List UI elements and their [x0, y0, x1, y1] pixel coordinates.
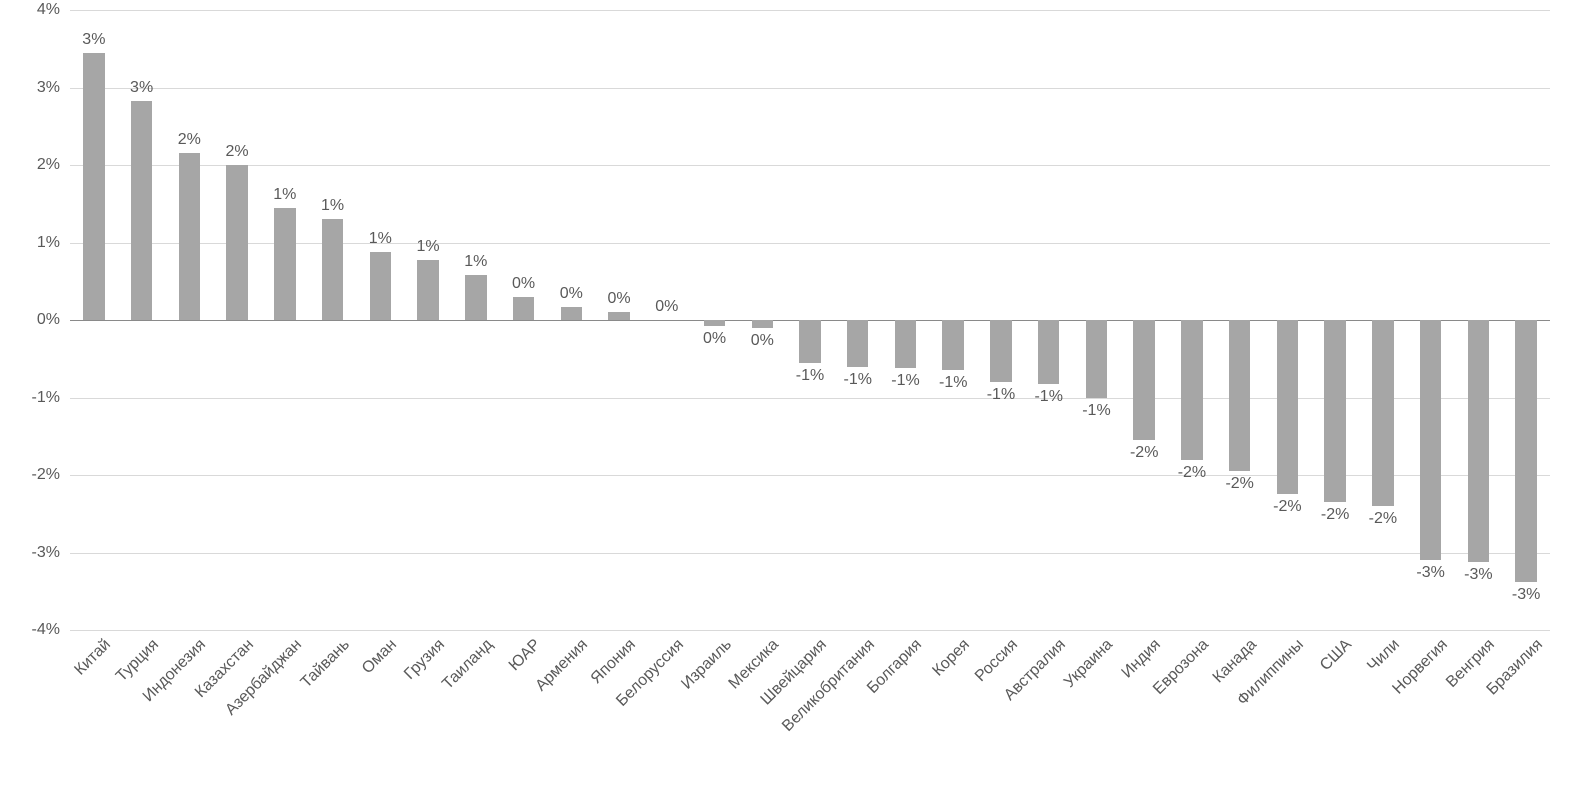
bar-value-label: 0%: [560, 285, 583, 303]
bar-value-label: 3%: [130, 79, 153, 97]
y-tick-label: -4%: [32, 621, 70, 639]
bar: [608, 312, 629, 320]
y-tick-label: -1%: [32, 389, 70, 407]
bar-value-label: -3%: [1416, 564, 1444, 582]
bar-value-label: 2%: [178, 131, 201, 149]
y-tick-label: -2%: [32, 466, 70, 484]
y-tick-label: -3%: [32, 544, 70, 562]
bar: [1468, 320, 1489, 562]
bar-value-label: -3%: [1512, 586, 1540, 604]
bar-value-label: -2%: [1225, 475, 1253, 493]
bar: [1038, 320, 1059, 384]
y-tick-label: 0%: [37, 311, 70, 329]
bar: [1229, 320, 1250, 471]
bar: [704, 320, 725, 326]
bar-value-label: -2%: [1178, 464, 1206, 482]
bar: [1324, 320, 1345, 502]
bar: [1086, 320, 1107, 398]
bar-value-label: -2%: [1321, 506, 1349, 524]
bar-value-label: -2%: [1130, 444, 1158, 462]
bar: [465, 275, 486, 320]
bar-value-label: 0%: [703, 330, 726, 348]
bar-value-label: -1%: [844, 371, 872, 389]
bar-value-label: -1%: [939, 374, 967, 392]
bar-value-label: 0%: [607, 290, 630, 308]
bar-value-label: -1%: [796, 367, 824, 385]
bar-value-label: 1%: [273, 186, 296, 204]
y-tick-label: 2%: [37, 156, 70, 174]
bar-value-label: 0%: [751, 332, 774, 350]
bar-value-label: -2%: [1273, 498, 1301, 516]
bar: [83, 53, 104, 320]
bar: [274, 208, 295, 320]
y-tick-label: 1%: [37, 234, 70, 252]
y-tick-label: 3%: [37, 79, 70, 97]
bar: [990, 320, 1011, 382]
bar: [752, 320, 773, 328]
bar: [322, 219, 343, 320]
bar-value-label: 1%: [321, 197, 344, 215]
bar-value-label: 0%: [512, 275, 535, 293]
bar: [1372, 320, 1393, 506]
bar-value-label: 1%: [464, 253, 487, 271]
bar-value-label: -1%: [891, 372, 919, 390]
bar-value-label: -1%: [987, 386, 1015, 404]
bar: [942, 320, 963, 370]
y-tick-label: 4%: [37, 1, 70, 19]
bar-value-label: 1%: [417, 238, 440, 256]
bar: [895, 320, 916, 368]
bar: [1133, 320, 1154, 440]
bar-value-label: -1%: [1034, 388, 1062, 406]
grid-line: [70, 630, 1550, 631]
bar-value-label: 0%: [655, 298, 678, 316]
bar: [513, 297, 534, 320]
bar-chart: -4% -3% -2% -1% 0% 1% 2% 3% 4% 3% 3% 2% 2% 1% 1% 1% 1% 1…: [0, 0, 1573, 802]
bar: [131, 101, 152, 320]
bar: [1515, 320, 1536, 582]
bar-value-label: -2%: [1369, 510, 1397, 528]
bar: [226, 165, 247, 320]
bar: [561, 307, 582, 320]
bar: [417, 260, 438, 320]
bars-layer: 3%3%2%2%1%1%1%1%1%0%0%0%0%0%0%-1%-1%-1%-…: [70, 10, 1550, 630]
bar: [1181, 320, 1202, 460]
x-axis-labels: КитайТурцияИндонезияКазахстанАзербайджан…: [70, 632, 1550, 792]
bar: [847, 320, 868, 367]
bar: [1277, 320, 1298, 494]
bar: [799, 320, 820, 363]
bar-value-label: -3%: [1464, 566, 1492, 584]
bar: [179, 153, 200, 320]
bar: [1420, 320, 1441, 560]
plot-area: -4%-3%-2%-1%0%1%2%3%4% 3%3%2%2%1%1%1%1%1…: [70, 10, 1550, 630]
bar-value-label: 2%: [226, 143, 249, 161]
bar-value-label: -1%: [1082, 402, 1110, 420]
bar-value-label: 3%: [82, 31, 105, 49]
bar-value-label: 1%: [369, 230, 392, 248]
bar: [370, 252, 391, 320]
